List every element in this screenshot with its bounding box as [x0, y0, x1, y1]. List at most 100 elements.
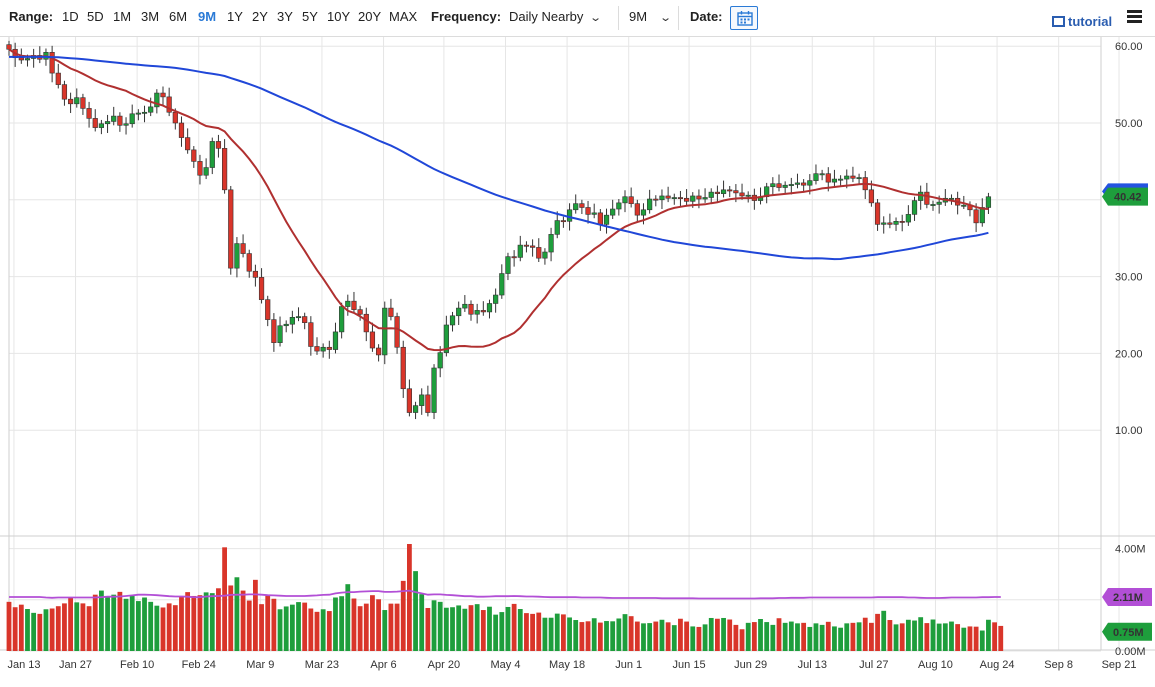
range-button-10y[interactable]: 10Y	[327, 9, 351, 24]
volume-bar	[154, 605, 160, 651]
volume-bar	[634, 621, 640, 651]
candle-down	[166, 96, 172, 113]
volume-bar	[216, 588, 221, 651]
volume-bar	[129, 595, 135, 651]
range-button-5y[interactable]: 5Y	[302, 9, 318, 24]
volume-bar	[339, 596, 345, 651]
volume-bar	[628, 616, 634, 651]
candle-down	[899, 221, 905, 223]
candle-down	[801, 182, 807, 186]
volume-bar	[135, 601, 141, 651]
range-button-1m[interactable]: 1M	[113, 9, 132, 24]
date-tick-label: Jun 15	[673, 659, 706, 671]
candle-down	[18, 57, 24, 61]
price-tick-label: 50.00	[1115, 118, 1143, 130]
volume-bar	[283, 606, 289, 651]
volume-bar	[573, 620, 579, 651]
candle-up	[961, 204, 967, 207]
candle-down	[228, 189, 234, 269]
candle-down	[425, 394, 431, 413]
candle-up	[104, 121, 111, 125]
volume-bar	[850, 622, 856, 651]
range-button-max[interactable]: MAX	[389, 9, 418, 24]
candle-up	[486, 303, 493, 313]
range-button-20y[interactable]: 20Y	[358, 9, 382, 24]
volume-bar	[727, 619, 733, 651]
date-axis-labels: Jan 13 Jan 27 Feb 10 Feb 24 Mar 9 Mar 23 Apr 6…	[7, 659, 1137, 671]
price-tick-label: 30.00	[1115, 272, 1143, 284]
candle-down	[523, 244, 530, 247]
volume-tick-label: 0.00M	[1115, 646, 1146, 658]
date-tick-label: Apr 20	[428, 659, 460, 671]
volume-average-text: 2.11M	[1113, 592, 1143, 604]
candle-up	[135, 112, 141, 115]
range-button-1d[interactable]: 1D	[62, 9, 79, 24]
volume-bar	[160, 607, 166, 651]
volume-bar	[665, 622, 671, 651]
volume-axis-tags: 2.11M 0.75M	[1102, 587, 1152, 641]
volume-bar	[745, 622, 751, 651]
volume-bar	[148, 601, 154, 651]
volume-bar	[302, 602, 308, 651]
volume-bar	[320, 609, 326, 651]
volume-bar	[770, 624, 776, 651]
candle-down	[468, 303, 474, 315]
candle-down	[628, 196, 634, 204]
candle-down	[252, 270, 259, 278]
range-button-3m[interactable]: 3M	[141, 9, 160, 24]
candle-up	[148, 106, 154, 113]
volume-average-tag	[1102, 587, 1152, 606]
date-tick-label: Sep 21	[1102, 659, 1137, 671]
volume-bar	[142, 597, 147, 651]
volume-bar	[782, 622, 788, 651]
volume-bar	[524, 613, 529, 651]
candle-down	[560, 220, 566, 223]
candle-down	[394, 316, 400, 348]
range-button-1y[interactable]: 1Y	[227, 9, 243, 24]
volume-bar	[419, 594, 425, 651]
volume-bar	[653, 621, 659, 651]
volume-bar	[480, 610, 486, 651]
candle-down	[240, 243, 246, 254]
date-tick-label: Jan 13	[7, 659, 40, 671]
volume-bar	[203, 592, 209, 651]
volume-bar	[764, 622, 770, 651]
candle-down	[6, 44, 12, 50]
candle-down	[246, 253, 252, 272]
volume-bar	[31, 612, 37, 651]
candle-down	[314, 346, 320, 352]
volume-bar	[493, 614, 499, 651]
tutorial-link[interactable]: tutorial	[1052, 14, 1112, 29]
range-button-9m[interactable]: 9M	[198, 9, 217, 24]
candle-up	[936, 201, 942, 205]
candle-down	[185, 137, 191, 151]
period-dropdown[interactable]: 9M ⌄	[629, 9, 672, 24]
candle-up	[295, 316, 302, 319]
price-axis-tags: 41.0940.42	[1102, 183, 1148, 206]
date-tick-label: Feb 24	[182, 659, 216, 671]
candle-down	[665, 195, 671, 199]
range-button-5d[interactable]: 5D	[87, 9, 104, 24]
candle-up	[640, 209, 647, 216]
volume-bar	[979, 630, 985, 651]
range-button-6m[interactable]: 6M	[169, 9, 188, 24]
volume-bar	[253, 579, 258, 651]
hamburger-menu-icon[interactable]	[1127, 10, 1142, 24]
candle-up	[141, 111, 148, 114]
volume-bar	[788, 621, 794, 651]
candle-up	[24, 58, 31, 61]
range-button-2y[interactable]: 2Y	[252, 9, 268, 24]
volume-series	[6, 543, 1004, 651]
volume-bar	[671, 625, 677, 651]
candle-up	[320, 346, 326, 352]
volume-bar	[209, 593, 215, 651]
volume-bar	[407, 543, 412, 651]
range-button-3y[interactable]: 3Y	[277, 9, 293, 24]
date-picker-button[interactable]	[730, 6, 758, 30]
candle-down	[511, 256, 517, 259]
volume-bar	[530, 613, 535, 651]
frequency-dropdown[interactable]: Daily Nearby ⌄	[509, 9, 602, 24]
volume-bar	[191, 595, 197, 651]
candle-down	[653, 198, 659, 201]
